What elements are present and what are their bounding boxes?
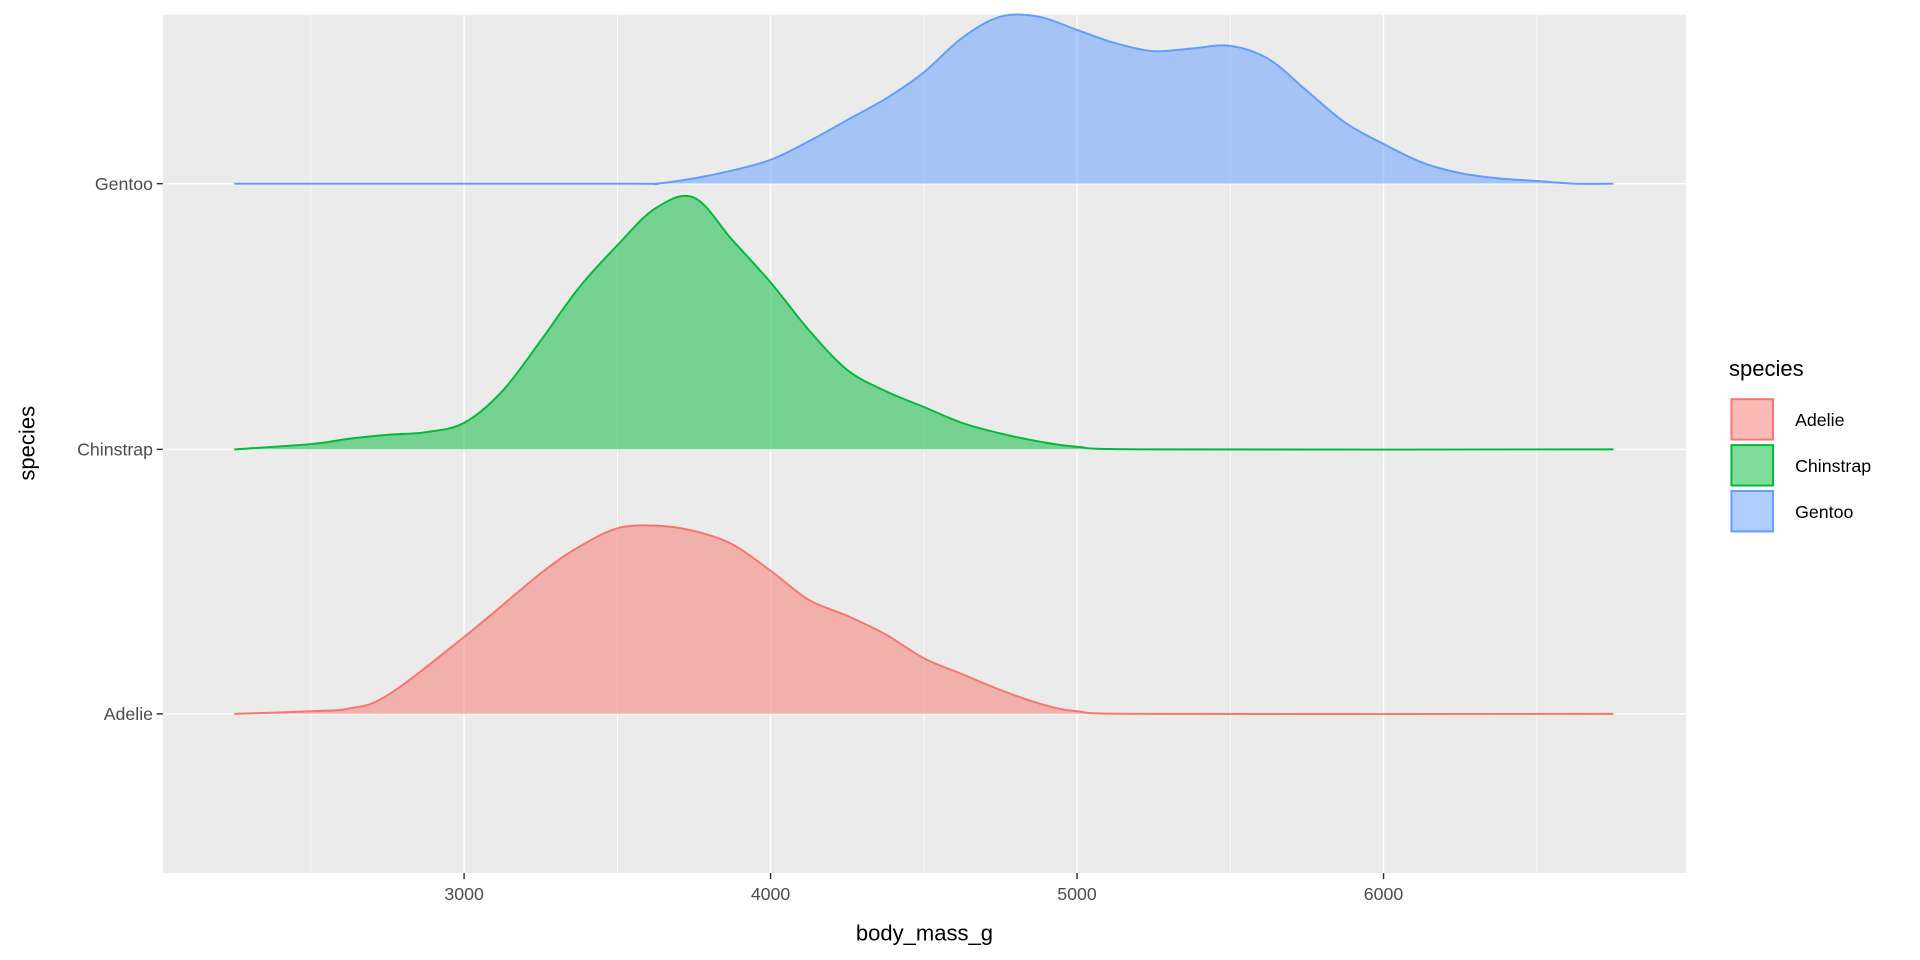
ridge-line-chinstrap [234,194,1614,451]
legend-key-adelie [1730,398,1775,441]
density-ridges [234,13,1614,716]
y-tick-label-chinstrap: Chinstrap [77,440,153,460]
y-tick-label-adelie: Adelie [104,704,153,724]
legend-label-chinstrap: Chinstrap [1795,456,1871,476]
ridge-line-adelie [234,524,1614,716]
y-tick-label-gentoo: Gentoo [95,174,153,194]
y-axis-title: species [14,406,39,481]
legend-label-adelie: Adelie [1795,410,1844,430]
x-axis: 3000 4000 5000 6000 [444,873,1403,904]
legend-title: species [1729,356,1804,381]
legend-key-gentoo [1730,490,1775,533]
legend-key-chinstrap [1730,444,1775,487]
legend: species Adelie Chinstrap Gentoo [1729,356,1871,533]
ridge-fill-adelie [234,525,1614,715]
legend-label-gentoo: Gentoo [1795,502,1853,522]
x-tick-label: 5000 [1057,884,1097,904]
y-axis: Adelie Chinstrap Gentoo [77,174,163,724]
ridge-fill-chinstrap [234,195,1614,450]
x-tick-label: 4000 [751,884,791,904]
x-tick-label: 3000 [444,884,484,904]
x-axis-title: body_mass_g [856,920,993,945]
x-tick-label: 6000 [1364,884,1404,904]
ridge-fill-gentoo [234,14,1614,185]
ridge-line-gentoo [234,13,1614,186]
